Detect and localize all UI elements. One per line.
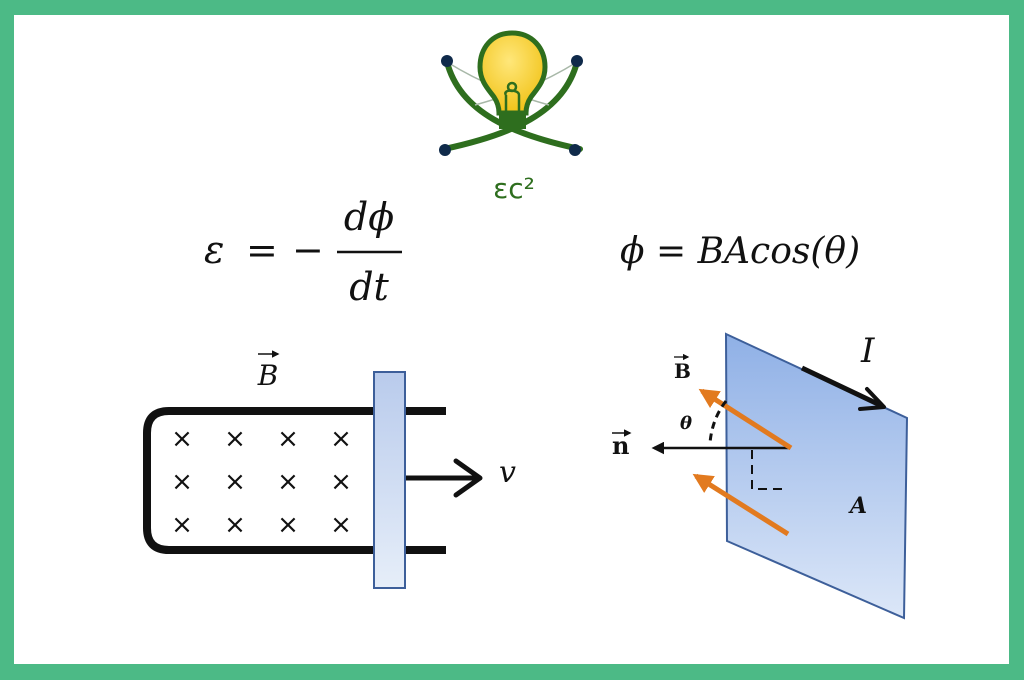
field-into-page-mark: ×	[330, 510, 352, 540]
emf-numerator: dϕ	[344, 195, 394, 239]
rail-conductor	[143, 407, 446, 554]
emf-formula: ε = − dϕ dt	[204, 195, 402, 309]
emf-minus: −	[292, 228, 324, 272]
field-arrow-upper	[698, 388, 793, 451]
field-into-page-mark: ×	[277, 424, 299, 454]
logo-node	[439, 144, 451, 156]
angle-label: θ	[680, 413, 692, 434]
field-into-page-mark: ×	[277, 467, 299, 497]
flux-diagram: I n B θ A	[612, 331, 909, 620]
figure-canvas: εc² ε = − dϕ dt ϕ = BAcos(θ) B × × × × × × × × ×…	[14, 15, 1009, 664]
logo: εc²	[439, 30, 583, 205]
emf-denominator: dt	[349, 265, 389, 309]
right-angle-marker	[751, 450, 787, 490]
velocity-arrowhead	[453, 458, 483, 498]
figure-svg: εc² ε = − dϕ dt ϕ = BAcos(θ) B × × × ×× × × ××…	[143, 30, 909, 620]
normal-label: n	[612, 431, 629, 460]
area-label: A	[848, 493, 867, 519]
field-into-page-mark: ×	[171, 424, 193, 454]
field-into-page-mark: ×	[171, 467, 193, 497]
velocity-label: v	[499, 455, 516, 490]
sliding-rod[interactable]	[373, 371, 406, 589]
field-into-page-mark: ×	[330, 424, 352, 454]
angle-arc	[708, 400, 728, 444]
emf-symbol: ε	[204, 228, 224, 272]
field-into-page-mark: ×	[224, 510, 246, 540]
emf-equals: =	[246, 228, 278, 272]
magnetic-field-grid: × × × × × × × × × × × ×	[171, 424, 352, 540]
rail-field-label: B	[257, 359, 279, 392]
logo-node	[441, 55, 453, 67]
field-into-page-mark: ×	[224, 467, 246, 497]
current-arrow	[800, 365, 882, 408]
field-label: B	[674, 359, 691, 383]
field-into-page-mark: ×	[224, 424, 246, 454]
field-into-page-mark: ×	[277, 510, 299, 540]
logo-node	[569, 144, 581, 156]
field-arrow-lower	[692, 473, 790, 537]
logo-orbits	[441, 59, 583, 152]
rail-diagram: B × × × × × × × × × × × × v	[143, 350, 516, 589]
current-arrowhead	[858, 387, 886, 411]
lightbulb-icon	[477, 30, 548, 129]
logo-text: εc²	[493, 172, 535, 205]
field-into-page-mark: ×	[330, 467, 352, 497]
current-label: I	[860, 331, 875, 371]
flux-formula: ϕ = BAcos(θ)	[620, 231, 860, 272]
logo-node	[571, 55, 583, 67]
field-into-page-mark: ×	[171, 510, 193, 540]
